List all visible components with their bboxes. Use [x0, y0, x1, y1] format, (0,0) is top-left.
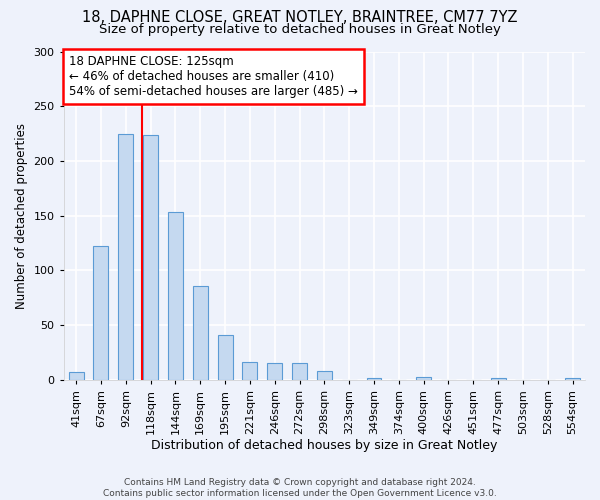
Bar [68, 372, 83, 380]
Bar [94, 246, 109, 380]
Bar [118, 134, 133, 380]
Text: Contains HM Land Registry data © Crown copyright and database right 2024.
Contai: Contains HM Land Registry data © Crown c… [103, 478, 497, 498]
Bar [565, 378, 580, 380]
Bar [168, 212, 183, 380]
Bar [267, 364, 282, 380]
X-axis label: Distribution of detached houses by size in Great Notley: Distribution of detached houses by size … [151, 440, 497, 452]
Bar [218, 335, 233, 380]
Bar [292, 364, 307, 380]
Bar [416, 376, 431, 380]
Bar [143, 134, 158, 380]
Text: 18, DAPHNE CLOSE, GREAT NOTLEY, BRAINTREE, CM77 7YZ: 18, DAPHNE CLOSE, GREAT NOTLEY, BRAINTRE… [82, 10, 518, 25]
Bar [367, 378, 382, 380]
Bar [317, 371, 332, 380]
Y-axis label: Number of detached properties: Number of detached properties [15, 122, 28, 308]
Bar [491, 378, 506, 380]
Bar [242, 362, 257, 380]
Text: 18 DAPHNE CLOSE: 125sqm
← 46% of detached houses are smaller (410)
54% of semi-d: 18 DAPHNE CLOSE: 125sqm ← 46% of detache… [69, 55, 358, 98]
Text: Size of property relative to detached houses in Great Notley: Size of property relative to detached ho… [99, 22, 501, 36]
Bar [193, 286, 208, 380]
